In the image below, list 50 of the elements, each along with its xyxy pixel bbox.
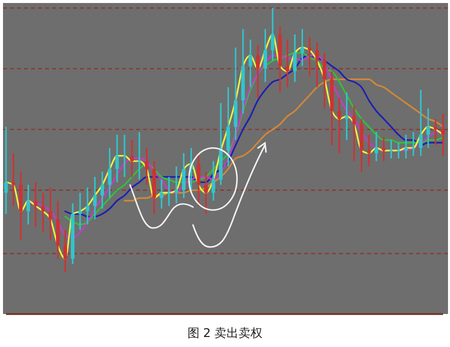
candlestick [226, 86, 230, 168]
candlestick [315, 42, 319, 88]
candlestick [212, 160, 216, 202]
candlestick [256, 44, 260, 99]
candlestick [389, 139, 393, 160]
candlestick [196, 155, 200, 207]
candlestick [108, 147, 112, 199]
candlestick [263, 28, 268, 83]
candlestick [426, 108, 430, 149]
candlestick [396, 142, 400, 160]
candlestick [286, 38, 290, 88]
candlestick [352, 104, 356, 162]
candlestick [174, 166, 178, 204]
candlestick [160, 178, 164, 210]
candlestick [293, 34, 297, 83]
candlestick [122, 134, 126, 178]
text: 图 2 卖出卖权 [187, 326, 263, 340]
candlestick [4, 126, 8, 215]
candlestick [63, 229, 68, 273]
candlestick [78, 192, 82, 231]
candlestick [12, 152, 16, 207]
candlestick [167, 176, 171, 207]
candlestick [418, 89, 423, 157]
candlestick [115, 134, 119, 183]
candlestick [344, 92, 349, 141]
candlestick [48, 186, 52, 242]
candlestick [367, 134, 371, 168]
candlestick [86, 186, 90, 226]
candlestick [412, 131, 416, 157]
candlestick [382, 136, 386, 162]
candlestick [26, 184, 30, 226]
candlestick [434, 118, 438, 146]
candlestick [374, 131, 378, 162]
candlestick [308, 36, 312, 78]
candlestick [34, 181, 38, 228]
candlestick [41, 192, 45, 234]
candlestick [322, 52, 326, 110]
candlestick [270, 7, 274, 62]
candlestick [138, 131, 142, 180]
candlestick [144, 147, 149, 186]
candlestick [93, 176, 97, 220]
candlestick [441, 112, 445, 157]
candlestick [300, 28, 304, 67]
candlestick [338, 97, 342, 154]
candlestick [204, 170, 208, 215]
candlestick [130, 139, 134, 178]
candlestick [248, 38, 252, 88]
candlestick [404, 134, 408, 160]
candlestick [100, 170, 104, 210]
candlestick [182, 152, 186, 199]
